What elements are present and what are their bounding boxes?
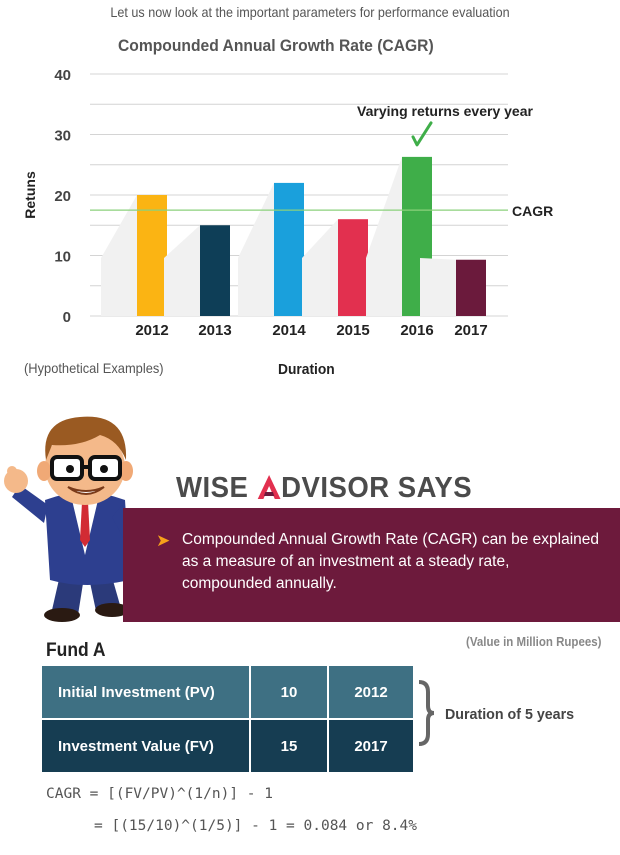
footnote: (Hypothetical Examples)	[24, 360, 164, 376]
advisor-text: Compounded Annual Growth Rate (CAGR) can…	[182, 531, 600, 592]
brace-icon	[418, 680, 435, 746]
unit-note: (Value in Million Rupees)	[466, 635, 602, 649]
x-axis-label: Duration	[278, 361, 335, 378]
row-value: 10	[249, 666, 328, 719]
advisor-cartoon	[4, 416, 144, 622]
bar	[200, 225, 230, 316]
advisor-logo-icon	[257, 475, 281, 499]
y-tick-label: 30	[54, 128, 71, 145]
y-tick-label: 0	[63, 309, 71, 326]
y-tick-label: 20	[54, 188, 71, 205]
bar-shadow	[366, 156, 402, 316]
advisor-logo-letter	[256, 472, 281, 504]
chart-title: Compounded Annual Growth Rate (CAGR)	[118, 36, 434, 55]
advisor-heading-part2: DVISOR SAYS	[281, 472, 473, 504]
advisor-panel	[123, 508, 620, 622]
row-value: 15	[249, 718, 328, 772]
x-tick-label: 2013	[198, 322, 231, 339]
bullet-arrow-icon: ➤	[156, 531, 171, 550]
advisor-heading-part1: WISE	[176, 472, 257, 504]
advisor-heading: WISE DVISOR SAYS	[176, 472, 472, 505]
fund-title: Fund A	[46, 640, 106, 661]
bar-shadow	[302, 219, 338, 316]
y-tick-label: 10	[54, 249, 71, 266]
bar-shadow	[238, 182, 274, 316]
row-year: 2017	[327, 718, 413, 772]
annotation-text: Varying returns every year	[357, 103, 533, 119]
row-label: Initial Investment (PV)	[42, 666, 250, 719]
x-tick-label: 2015	[336, 322, 369, 339]
y-tick-label: 40	[54, 67, 71, 84]
fund-table: Initial Investment (PV) 10 2012 Investme…	[42, 666, 413, 772]
table-row: Investment Value (FV) 15 2017	[42, 718, 413, 772]
x-tick-label: 2017	[454, 322, 487, 339]
duration-note: Duration of 5 years	[445, 706, 575, 723]
x-tick-label: 2016	[400, 322, 433, 339]
row-label: Investment Value (FV)	[42, 718, 250, 772]
formula-line-2: = [(15/10)^(1/5)] - 1 = 0.084 or 8.4%	[94, 818, 418, 834]
y-axis-label: Retuns	[22, 171, 38, 219]
bar	[274, 182, 304, 316]
intro-text: Let us now look at the important paramet…	[110, 4, 510, 20]
x-tick-label: 2012	[135, 322, 168, 339]
bar	[456, 259, 486, 316]
cagr-label: CAGR	[512, 203, 553, 219]
bar	[338, 219, 368, 316]
row-year: 2012	[327, 666, 413, 719]
annotation-check-icon	[411, 121, 433, 147]
bar	[137, 195, 167, 316]
bar-shadow	[420, 258, 456, 316]
cagr-bar-chart: 0 10 20 30 40 Retuns 2012 2013 2014 2015 2016 2017 C…	[22, 67, 553, 339]
table-row: Initial Investment (PV) 10 2012	[42, 666, 413, 719]
bar-shadow	[101, 195, 137, 316]
formula-line-1: CAGR = [(FV/PV)^(1/n)] - 1	[46, 786, 273, 802]
bar-shadow	[164, 225, 200, 316]
x-tick-label: 2014	[272, 322, 306, 339]
